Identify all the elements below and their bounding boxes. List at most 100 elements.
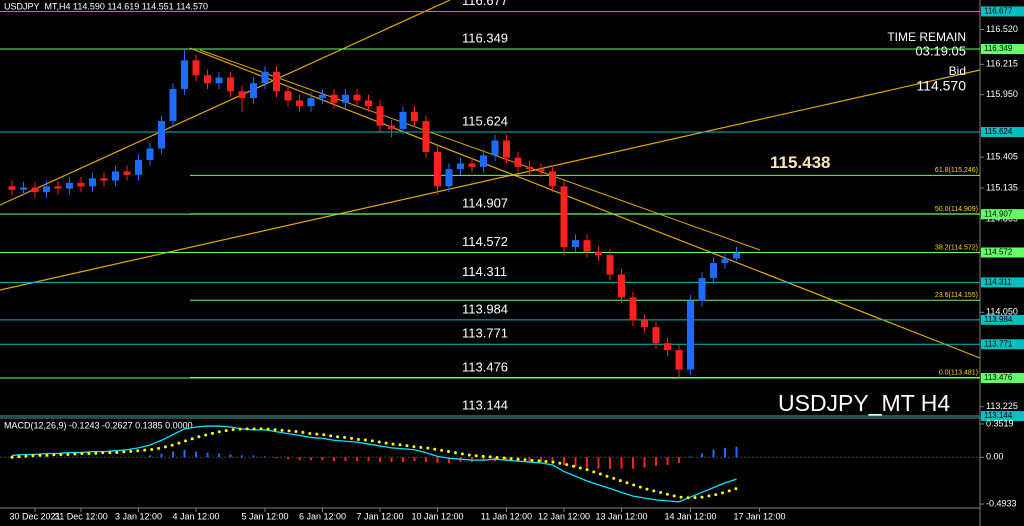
y-tick-label: 116.520 [986, 24, 1018, 34]
candle-body [365, 100, 372, 107]
fib-label: 61.8(115.246) [935, 167, 978, 174]
candle-body [710, 263, 717, 278]
price-tag-label: 114.311 [984, 278, 1012, 287]
trend-line [0, 0, 451, 206]
x-tick-label: 6 Jan 12:00 [299, 511, 346, 521]
fib-label: 38.2(114.572) [935, 244, 978, 251]
histogram-bar [321, 457, 324, 461]
level-label: 116.677 [462, 0, 508, 8]
price-tag-label: 113.476 [984, 373, 1013, 382]
y-tick-label: 0.3519 [986, 418, 1014, 428]
y-tick-label: 115.950 [986, 89, 1018, 99]
histogram-bar [379, 457, 381, 463]
histogram-bar [344, 457, 347, 462]
price-tag-label: 115.624 [984, 127, 1013, 136]
x-tick-label: 3 Jan 12:00 [115, 511, 162, 521]
candle-body [238, 91, 246, 99]
histogram-bar [149, 455, 151, 458]
candle-body [652, 327, 660, 344]
histogram-bar [666, 457, 669, 465]
histogram-bar [540, 457, 542, 463]
bid-price: 114.570 [916, 78, 966, 94]
macd-header: MACD(12,26,9) -0.1243 -0.2627 0.1385 0.0… [4, 420, 193, 430]
level-label: 114.907 [462, 196, 508, 211]
level-label: 113.476 [462, 359, 508, 374]
level-label: 116.349 [462, 30, 508, 45]
candle-body [192, 60, 200, 76]
x-tick-label: 13 Jan 12:00 [595, 511, 647, 521]
candle-body [687, 300, 694, 370]
trend-line [189, 47, 981, 359]
candle-body [158, 121, 165, 149]
fib-label: 23.6(114.155) [935, 292, 978, 299]
x-tick-label: 31 Dec 12:00 [54, 511, 108, 521]
candle-body [135, 159, 142, 175]
candle-body [307, 98, 315, 107]
candle-body [204, 75, 211, 84]
candle-body [399, 111, 407, 130]
candle-body [112, 171, 119, 181]
candle-body [514, 157, 522, 167]
histogram-bar [333, 457, 335, 462]
candle-body [123, 171, 131, 175]
level-label: 113.771 [462, 326, 508, 341]
candle-body [261, 71, 269, 84]
histogram-bar [551, 457, 554, 463]
x-tick-label: 14 Jan 12:00 [664, 511, 716, 521]
candle-body [549, 171, 556, 187]
x-tick-label: 4 Jan 12:00 [172, 511, 219, 521]
histogram-bar [655, 457, 657, 466]
histogram-bar [287, 457, 289, 460]
histogram-bar [356, 457, 358, 462]
candle-body [606, 255, 614, 275]
histogram-bar [689, 456, 692, 458]
trend-line [0, 69, 981, 291]
candle-body [503, 140, 510, 158]
candle-body [169, 88, 177, 122]
candle-body [227, 77, 234, 92]
histogram-bar [448, 457, 450, 463]
trend-line [199, 49, 761, 251]
histogram-bar [390, 457, 393, 463]
level-label: 115.624 [462, 113, 508, 128]
candle-body [146, 148, 154, 160]
y-tick-label: 114.050 [986, 307, 1018, 317]
y-tick-label: 115.405 [986, 151, 1018, 161]
candle-body [43, 186, 50, 193]
price-tag [981, 209, 1024, 220]
price-tag [981, 411, 1024, 422]
candle-body [388, 125, 395, 130]
candle-body [537, 169, 545, 172]
macd-line [10, 427, 738, 500]
candle-body [445, 169, 453, 187]
candle-body [560, 186, 568, 248]
candle-body [491, 140, 499, 156]
countdown: 03:19:05 [915, 43, 966, 58]
candle-body [721, 258, 729, 264]
histogram-bar [218, 453, 220, 458]
price-tag [981, 127, 1024, 138]
histogram-bar [735, 446, 738, 458]
fib-label: 50.0(114.909) [935, 206, 978, 213]
candle-body [353, 94, 361, 101]
histogram-bar [264, 456, 266, 458]
candle-body [296, 100, 303, 107]
price-tag-label: 114.907 [984, 209, 1013, 218]
histogram-bar [528, 457, 531, 462]
price-tag [981, 277, 1024, 288]
candle-body [215, 77, 223, 84]
histogram-bar [574, 457, 577, 467]
histogram-bar [367, 457, 370, 462]
price-tag [981, 314, 1024, 325]
candle-body [422, 121, 430, 152]
histogram-bar [643, 457, 646, 468]
histogram-bar [172, 451, 174, 458]
price-tag-label: 116.677 [984, 7, 1013, 16]
histogram-bar [609, 457, 611, 469]
candle-body [181, 60, 188, 89]
candle-body [273, 71, 280, 92]
time-remain-label: TIME REMAIN [887, 30, 966, 44]
y-tick-label: 115.135 [986, 182, 1018, 192]
histogram-bar [563, 457, 565, 465]
candle-body [77, 182, 85, 187]
